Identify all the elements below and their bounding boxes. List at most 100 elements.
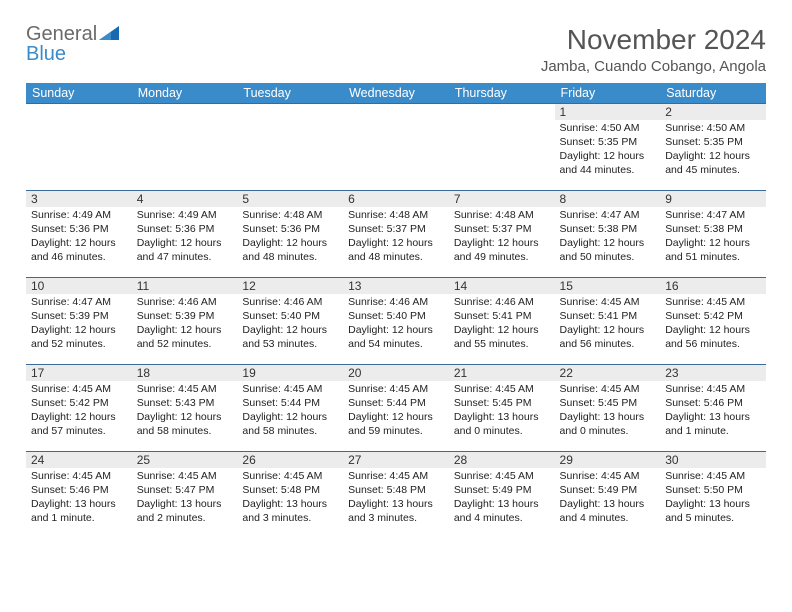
day-details: Sunrise: 4:45 AMSunset: 5:49 PMDaylight:…	[449, 468, 555, 528]
sunrise-text: Sunrise: 4:47 AM	[665, 209, 761, 223]
day-number: 27	[343, 452, 449, 468]
sunset-text: Sunset: 5:35 PM	[560, 136, 656, 150]
day-number: 2	[660, 104, 766, 120]
daylight-text: and 46 minutes.	[31, 251, 127, 265]
day-number: 17	[26, 365, 132, 381]
sunrise-text: Sunrise: 4:46 AM	[348, 296, 444, 310]
sunrise-text: Sunrise: 4:46 AM	[454, 296, 550, 310]
sunset-text: Sunset: 5:39 PM	[31, 310, 127, 324]
sunset-text: Sunset: 5:35 PM	[665, 136, 761, 150]
daylight-text: and 52 minutes.	[31, 338, 127, 352]
calendar-day-cell: 27Sunrise: 4:45 AMSunset: 5:48 PMDayligh…	[343, 452, 449, 539]
sunset-text: Sunset: 5:48 PM	[348, 484, 444, 498]
calendar-page: General Blue November 2024 Jamba, Cuando…	[0, 0, 792, 612]
sunrise-text: Sunrise: 4:45 AM	[665, 383, 761, 397]
day-number: 12	[237, 278, 343, 294]
calendar-day-cell: 25Sunrise: 4:45 AMSunset: 5:47 PMDayligh…	[132, 452, 238, 539]
daylight-text: Daylight: 12 hours	[242, 411, 338, 425]
sunrise-text: Sunrise: 4:48 AM	[242, 209, 338, 223]
day-number: 10	[26, 278, 132, 294]
day-details: Sunrise: 4:45 AMSunset: 5:47 PMDaylight:…	[132, 468, 238, 528]
sunset-text: Sunset: 5:49 PM	[454, 484, 550, 498]
sunrise-text: Sunrise: 4:45 AM	[348, 383, 444, 397]
sunset-text: Sunset: 5:47 PM	[137, 484, 233, 498]
daylight-text: and 52 minutes.	[137, 338, 233, 352]
day-details: Sunrise: 4:47 AMSunset: 5:38 PMDaylight:…	[660, 207, 766, 267]
day-number: 9	[660, 191, 766, 207]
weekday-header: Sunday	[26, 83, 132, 104]
day-details: Sunrise: 4:46 AMSunset: 5:39 PMDaylight:…	[132, 294, 238, 354]
daylight-text: and 49 minutes.	[454, 251, 550, 265]
daylight-text: Daylight: 12 hours	[560, 324, 656, 338]
sunset-text: Sunset: 5:41 PM	[454, 310, 550, 324]
day-details: Sunrise: 4:48 AMSunset: 5:36 PMDaylight:…	[237, 207, 343, 267]
weekday-header: Saturday	[660, 83, 766, 104]
sunrise-text: Sunrise: 4:45 AM	[242, 470, 338, 484]
daylight-text: and 2 minutes.	[137, 512, 233, 526]
sunrise-text: Sunrise: 4:46 AM	[242, 296, 338, 310]
daylight-text: Daylight: 12 hours	[665, 150, 761, 164]
day-details: Sunrise: 4:46 AMSunset: 5:40 PMDaylight:…	[343, 294, 449, 354]
daylight-text: Daylight: 12 hours	[31, 411, 127, 425]
brand-logo: General Blue	[26, 20, 119, 64]
sunrise-text: Sunrise: 4:45 AM	[665, 470, 761, 484]
brand-first: General	[26, 23, 97, 45]
daylight-text: and 5 minutes.	[665, 512, 761, 526]
sunrise-text: Sunrise: 4:45 AM	[31, 470, 127, 484]
calendar-day-cell: 2Sunrise: 4:50 AMSunset: 5:35 PMDaylight…	[660, 104, 766, 191]
day-number: 29	[555, 452, 661, 468]
day-number: 30	[660, 452, 766, 468]
day-number: 3	[26, 191, 132, 207]
weekday-row: SundayMondayTuesdayWednesdayThursdayFrid…	[26, 83, 766, 104]
calendar-day-cell: 30Sunrise: 4:45 AMSunset: 5:50 PMDayligh…	[660, 452, 766, 539]
daylight-text: Daylight: 13 hours	[665, 498, 761, 512]
calendar-header: SundayMondayTuesdayWednesdayThursdayFrid…	[26, 83, 766, 104]
daylight-text: Daylight: 12 hours	[560, 150, 656, 164]
daylight-text: Daylight: 13 hours	[665, 411, 761, 425]
calendar-day-cell: 14Sunrise: 4:46 AMSunset: 5:41 PMDayligh…	[449, 278, 555, 365]
sunrise-text: Sunrise: 4:48 AM	[454, 209, 550, 223]
day-details: Sunrise: 4:45 AMSunset: 5:41 PMDaylight:…	[555, 294, 661, 354]
day-details: Sunrise: 4:45 AMSunset: 5:45 PMDaylight:…	[555, 381, 661, 441]
day-details: Sunrise: 4:46 AMSunset: 5:41 PMDaylight:…	[449, 294, 555, 354]
day-details: Sunrise: 4:50 AMSunset: 5:35 PMDaylight:…	[660, 120, 766, 180]
title-block: November 2024 Jamba, Cuando Cobango, Ang…	[541, 20, 766, 81]
sunset-text: Sunset: 5:46 PM	[665, 397, 761, 411]
sunrise-text: Sunrise: 4:48 AM	[348, 209, 444, 223]
day-details: Sunrise: 4:47 AMSunset: 5:38 PMDaylight:…	[555, 207, 661, 267]
daylight-text: and 1 minute.	[665, 425, 761, 439]
calendar-day-cell: 9Sunrise: 4:47 AMSunset: 5:38 PMDaylight…	[660, 191, 766, 278]
calendar-day-cell: 28Sunrise: 4:45 AMSunset: 5:49 PMDayligh…	[449, 452, 555, 539]
calendar-day-cell	[237, 104, 343, 191]
daylight-text: Daylight: 13 hours	[348, 498, 444, 512]
daylight-text: and 56 minutes.	[560, 338, 656, 352]
daylight-text: and 54 minutes.	[348, 338, 444, 352]
day-details: Sunrise: 4:50 AMSunset: 5:35 PMDaylight:…	[555, 120, 661, 180]
daylight-text: Daylight: 13 hours	[137, 498, 233, 512]
sunset-text: Sunset: 5:43 PM	[137, 397, 233, 411]
daylight-text: and 48 minutes.	[242, 251, 338, 265]
day-details: Sunrise: 4:45 AMSunset: 5:42 PMDaylight:…	[660, 294, 766, 354]
daylight-text: and 3 minutes.	[348, 512, 444, 526]
calendar-day-cell: 5Sunrise: 4:48 AMSunset: 5:36 PMDaylight…	[237, 191, 343, 278]
calendar-day-cell: 6Sunrise: 4:48 AMSunset: 5:37 PMDaylight…	[343, 191, 449, 278]
daylight-text: Daylight: 13 hours	[454, 498, 550, 512]
sunrise-text: Sunrise: 4:47 AM	[560, 209, 656, 223]
sunrise-text: Sunrise: 4:45 AM	[137, 470, 233, 484]
daylight-text: and 59 minutes.	[348, 425, 444, 439]
calendar-day-cell: 23Sunrise: 4:45 AMSunset: 5:46 PMDayligh…	[660, 365, 766, 452]
calendar-day-cell	[132, 104, 238, 191]
day-number: 28	[449, 452, 555, 468]
daylight-text: Daylight: 12 hours	[31, 324, 127, 338]
calendar-day-cell: 8Sunrise: 4:47 AMSunset: 5:38 PMDaylight…	[555, 191, 661, 278]
sunrise-text: Sunrise: 4:45 AM	[454, 383, 550, 397]
calendar-week-row: 17Sunrise: 4:45 AMSunset: 5:42 PMDayligh…	[26, 365, 766, 452]
weekday-header: Monday	[132, 83, 238, 104]
weekday-header: Thursday	[449, 83, 555, 104]
calendar-week-row: 24Sunrise: 4:45 AMSunset: 5:46 PMDayligh…	[26, 452, 766, 539]
day-number: 26	[237, 452, 343, 468]
daylight-text: Daylight: 12 hours	[348, 237, 444, 251]
day-number: 5	[237, 191, 343, 207]
daylight-text: Daylight: 12 hours	[137, 237, 233, 251]
calendar-day-cell: 24Sunrise: 4:45 AMSunset: 5:46 PMDayligh…	[26, 452, 132, 539]
